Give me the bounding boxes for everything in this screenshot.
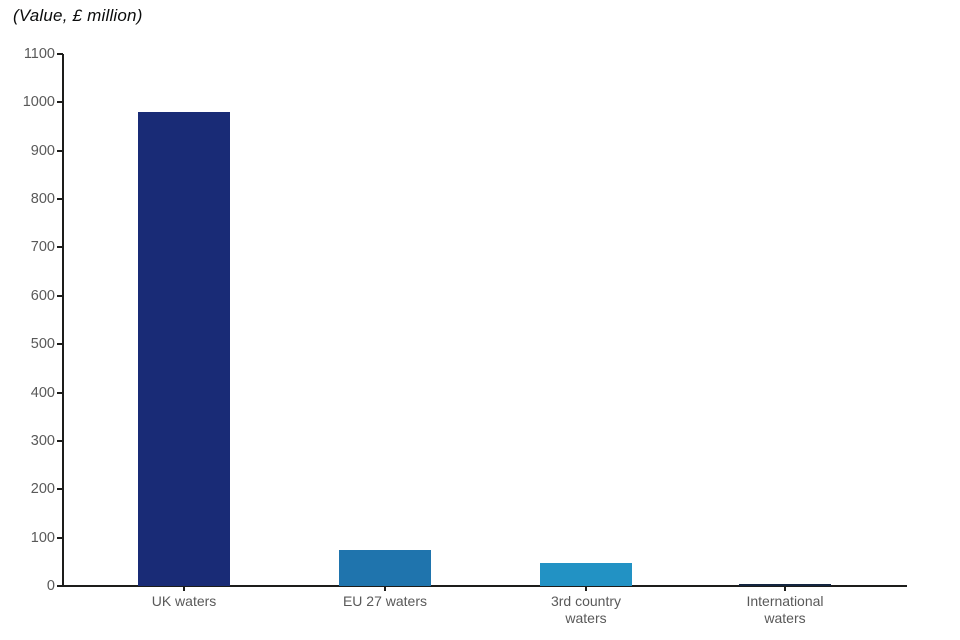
bar-2 <box>339 550 431 586</box>
y-tick-label: 0 <box>46 578 55 594</box>
y-tick-mark <box>57 585 63 587</box>
y-axis-line <box>62 54 64 587</box>
y-tick-mark <box>57 391 63 394</box>
x-category-label: International waters <box>746 593 824 626</box>
y-tick-label: 100 <box>30 529 55 546</box>
bar-1 <box>138 112 230 586</box>
y-tick-mark <box>57 149 63 152</box>
y-tick-mark <box>57 488 63 491</box>
bar-3 <box>540 563 632 586</box>
y-tick-mark <box>57 53 63 55</box>
y-tick-label: 800 <box>30 191 55 208</box>
x-tick-mark <box>784 586 786 591</box>
y-tick-label: 1100 <box>23 46 55 62</box>
y-tick-mark <box>57 198 63 201</box>
y-tick-mark <box>57 294 63 297</box>
y-tick-label: 500 <box>30 336 55 353</box>
x-category-label: 3rd country waters <box>550 593 622 626</box>
y-tick-label: 300 <box>30 432 55 449</box>
y-tick-mark <box>57 536 63 539</box>
y-tick-label: 400 <box>30 384 55 401</box>
x-tick-mark <box>183 586 185 591</box>
x-tick-mark <box>585 586 587 591</box>
bar-4 <box>739 584 831 586</box>
chart-title: (Value, £ million) <box>13 6 143 25</box>
y-tick-mark <box>57 246 63 249</box>
y-tick-mark <box>57 101 63 104</box>
y-tick-label: 200 <box>30 481 55 498</box>
y-tick-mark <box>57 343 63 346</box>
y-tick-label: 900 <box>30 142 55 159</box>
x-category-label: EU 27 waters <box>342 593 428 609</box>
y-tick-label: 600 <box>30 287 55 304</box>
y-tick-label: 700 <box>30 239 55 256</box>
y-tick-label: 1000 <box>22 94 55 111</box>
x-axis-line <box>62 585 907 587</box>
x-tick-mark <box>384 586 386 591</box>
x-category-label: UK waters <box>151 593 217 609</box>
y-tick-mark <box>57 439 63 442</box>
